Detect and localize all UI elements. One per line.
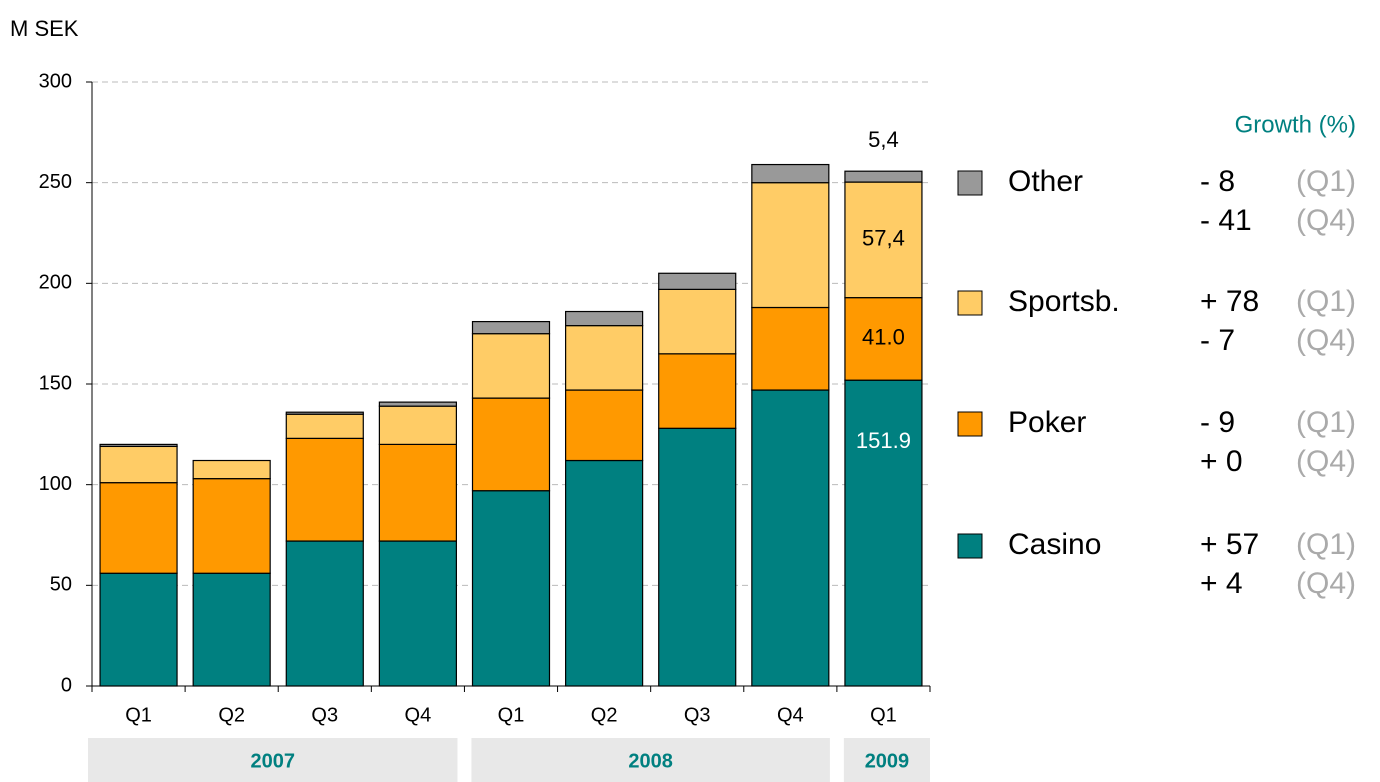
bar-segment [285,411,364,415]
y-tick-label: 300 [39,70,72,92]
x-tick-label: Q4 [777,704,804,726]
bar-segment [378,405,457,446]
legend-label: Casino [1008,528,1101,561]
y-tick-label: 250 [39,171,72,193]
y-tick-label: 200 [39,272,72,294]
growth-period: (Q4) [1296,204,1356,237]
x-tick-label: Q2 [591,704,618,726]
growth-period: (Q1) [1296,528,1356,561]
x-tick-label: Q3 [684,704,711,726]
bar-segment [751,306,830,391]
legend-swatch [957,290,983,316]
x-tick-label: Q4 [405,704,432,726]
bar-segment [285,437,364,542]
bar-segment [471,320,551,335]
year-band [88,738,458,782]
bar-segment [471,490,551,687]
unit-label: M SEK [10,16,79,41]
bar-segment [844,170,923,183]
growth-period: (Q1) [1296,406,1356,439]
bar-segment [99,482,178,574]
x-tick-label: Q1 [125,704,152,726]
growth-period: (Q1) [1296,165,1356,198]
bar-segment [844,379,923,687]
bar-segment [285,540,364,687]
x-tick-label: Q3 [311,704,338,726]
growth-value: - 8 [1200,165,1235,198]
bar-segment [565,325,644,391]
growth-value: - 9 [1200,406,1235,439]
bar-segment [378,401,457,407]
year-band [843,738,930,782]
value-label: 151.9 [856,428,911,453]
legend-label: Other [1008,165,1083,198]
bar-segment [751,389,830,687]
bar-segment [751,163,830,184]
year-label: 2009 [865,750,910,772]
growth-period: (Q4) [1296,445,1356,478]
x-tick-label: Q2 [218,704,245,726]
bar-segment [99,445,178,484]
growth-value: + 0 [1200,445,1243,478]
bar-segment [378,540,457,687]
growth-period: (Q4) [1296,324,1356,357]
growth-value: - 7 [1200,324,1235,357]
bar-segment [99,443,178,448]
x-tick-label: Q1 [870,704,897,726]
bar-segment [285,413,364,439]
growth-value: + 4 [1200,567,1243,600]
legend-swatch [957,170,983,196]
legend-label: Sportsb. [1008,285,1120,318]
bar-segment [565,310,644,327]
y-tick-label: 50 [50,574,72,596]
bar-segment [658,427,737,687]
growth-title: Growth (%) [1235,111,1356,138]
value-label: 57,4 [862,226,905,251]
bar-segment [844,181,923,299]
bar-segment [658,272,737,290]
bar-segment [658,353,737,429]
legend-swatch [957,411,983,437]
bar-segment [192,478,271,574]
bar-segment [565,459,644,687]
bar-segment [471,397,551,492]
growth-value: + 57 [1200,528,1259,561]
bar-segment [192,572,271,687]
bar-segment [751,182,830,309]
bar-segment [565,389,644,462]
legend-label: Poker [1008,406,1086,439]
legend-swatch [957,533,983,559]
x-tick-label: Q1 [498,704,525,726]
bar-segment [378,443,457,542]
growth-period: (Q1) [1296,285,1356,318]
year-band [471,738,830,782]
bar-segment [658,288,737,355]
growth-value: + 78 [1200,285,1259,318]
y-tick-label: 150 [39,372,72,394]
value-label: 41.0 [862,325,905,350]
bar-segment [192,459,271,480]
year-label: 2007 [250,750,295,772]
bar-segment [471,333,551,399]
growth-value: - 41 [1200,204,1252,237]
year-label: 2008 [628,750,673,772]
growth-period: (Q4) [1296,567,1356,600]
y-tick-label: 100 [39,473,72,495]
value-label: 5,4 [868,127,899,152]
bar-segment [99,572,178,687]
bar-segment [844,297,923,381]
y-tick-label: 0 [61,674,72,696]
